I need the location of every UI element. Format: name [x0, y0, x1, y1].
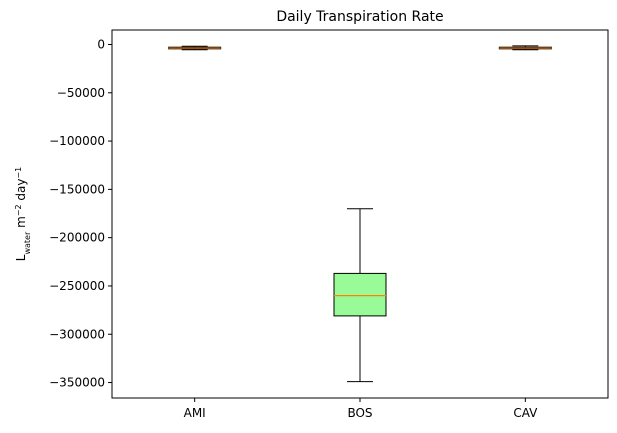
- plot-area: [168, 45, 552, 383]
- y-axis-title: Lwater m−2 day−1: [14, 167, 32, 261]
- y-axis-title-mid: m: [14, 216, 28, 232]
- y-axis-title-subscript: water: [23, 231, 32, 255]
- box-body: [333, 272, 387, 317]
- x-tick-label: CAV: [513, 406, 538, 420]
- y-axis: 0 −50000 −100000 −150000 −200000 −250000 −3000…: [49, 37, 112, 390]
- plot-frame: [111, 29, 609, 399]
- box-ami: [168, 45, 222, 51]
- x-tick-label: BOS: [347, 406, 372, 420]
- y-axis-title-mid-superscript: −2: [14, 204, 23, 216]
- svg-text:Lwater m−2 day−1: Lwater m−2 day−1: [14, 167, 32, 261]
- y-tick-label: −300000: [49, 327, 105, 341]
- y-tick-label: −150000: [49, 182, 105, 196]
- y-axis-title-tail: day: [14, 179, 28, 205]
- x-tick-label: AMI: [184, 406, 206, 420]
- y-tick-label: −50000: [57, 86, 105, 100]
- box-bos: [333, 208, 387, 383]
- chart-title: Daily Transpiration Rate: [276, 9, 443, 25]
- y-tick-label: −250000: [49, 279, 105, 293]
- x-axis: AMI BOS CAV: [184, 398, 538, 420]
- y-tick-label: −200000: [49, 231, 105, 245]
- box-cav: [498, 45, 552, 51]
- y-axis-title-base: L: [14, 254, 28, 261]
- y-axis-title-tail-superscript: −1: [14, 167, 23, 179]
- y-tick-label: 0: [97, 37, 105, 51]
- y-tick-label: −350000: [49, 376, 105, 390]
- y-tick-label: −100000: [49, 134, 105, 148]
